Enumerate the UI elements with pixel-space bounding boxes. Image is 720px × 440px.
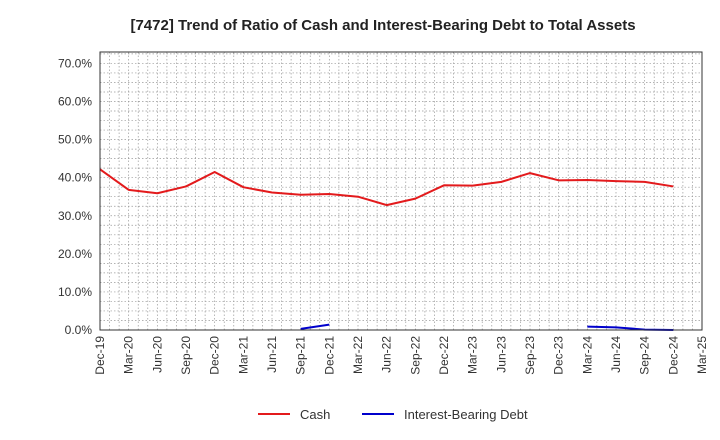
series-line-cash xyxy=(99,168,674,207)
x-tick-label: Jun-23 xyxy=(494,336,508,373)
x-tick-label: Mar-21 xyxy=(236,336,250,374)
x-tick-label: Sep-21 xyxy=(294,336,308,375)
x-tick-label: Dec-20 xyxy=(208,336,222,375)
x-tick-label: Mar-24 xyxy=(580,336,594,374)
legend-label: Cash xyxy=(300,407,330,422)
y-tick-label: 30.0% xyxy=(58,209,92,223)
y-tick-label: 60.0% xyxy=(58,95,92,109)
x-tick-label: Jun-20 xyxy=(150,336,164,373)
chart-title: [7472] Trend of Ratio of Cash and Intere… xyxy=(130,17,635,34)
grid xyxy=(99,52,703,331)
y-tick-label: 70.0% xyxy=(58,56,92,70)
y-tick-label: 40.0% xyxy=(58,171,92,185)
x-tick-label: Jun-21 xyxy=(265,336,279,373)
x-tick-label: Dec-19 xyxy=(93,336,107,375)
x-tick-label: Sep-20 xyxy=(179,336,193,375)
legend: Cash Interest-Bearing Debt xyxy=(258,407,528,422)
y-tick-label: 20.0% xyxy=(58,247,92,261)
x-tick-label: Sep-24 xyxy=(638,336,652,375)
x-tick-label: Dec-21 xyxy=(322,336,336,375)
y-axis: 0.0% 10.0% 20.0% 30.0% 40.0% 50.0% 60.0% 70.0% xyxy=(58,56,92,337)
x-tick-label: Dec-22 xyxy=(437,336,451,375)
plot-frame xyxy=(99,51,703,331)
x-axis: Dec-19 Mar-20 Jun-20 Sep-20 Dec-20 Mar-21 Jun-… xyxy=(93,336,709,375)
x-tick-label: Mar-25 xyxy=(695,336,709,374)
x-tick-label: Mar-22 xyxy=(351,336,365,374)
legend-label: Interest-Bearing Debt xyxy=(404,407,528,422)
y-tick-label: 10.0% xyxy=(58,285,92,299)
y-tick-label: 50.0% xyxy=(58,133,92,147)
y-tick-label: 0.0% xyxy=(65,323,93,337)
x-tick-label: Sep-22 xyxy=(408,336,422,375)
x-tick-label: Jun-24 xyxy=(609,336,623,373)
x-tick-label: Sep-23 xyxy=(523,336,537,375)
x-tick-label: Dec-23 xyxy=(552,336,566,375)
x-tick-label: Dec-24 xyxy=(666,336,680,375)
x-tick-label: Jun-22 xyxy=(380,336,394,373)
x-tick-label: Mar-20 xyxy=(122,336,136,374)
x-tick-label: Mar-23 xyxy=(466,336,480,374)
series-line-interest-bearing-debt xyxy=(300,323,330,330)
series-line-interest-bearing-debt xyxy=(587,325,674,331)
